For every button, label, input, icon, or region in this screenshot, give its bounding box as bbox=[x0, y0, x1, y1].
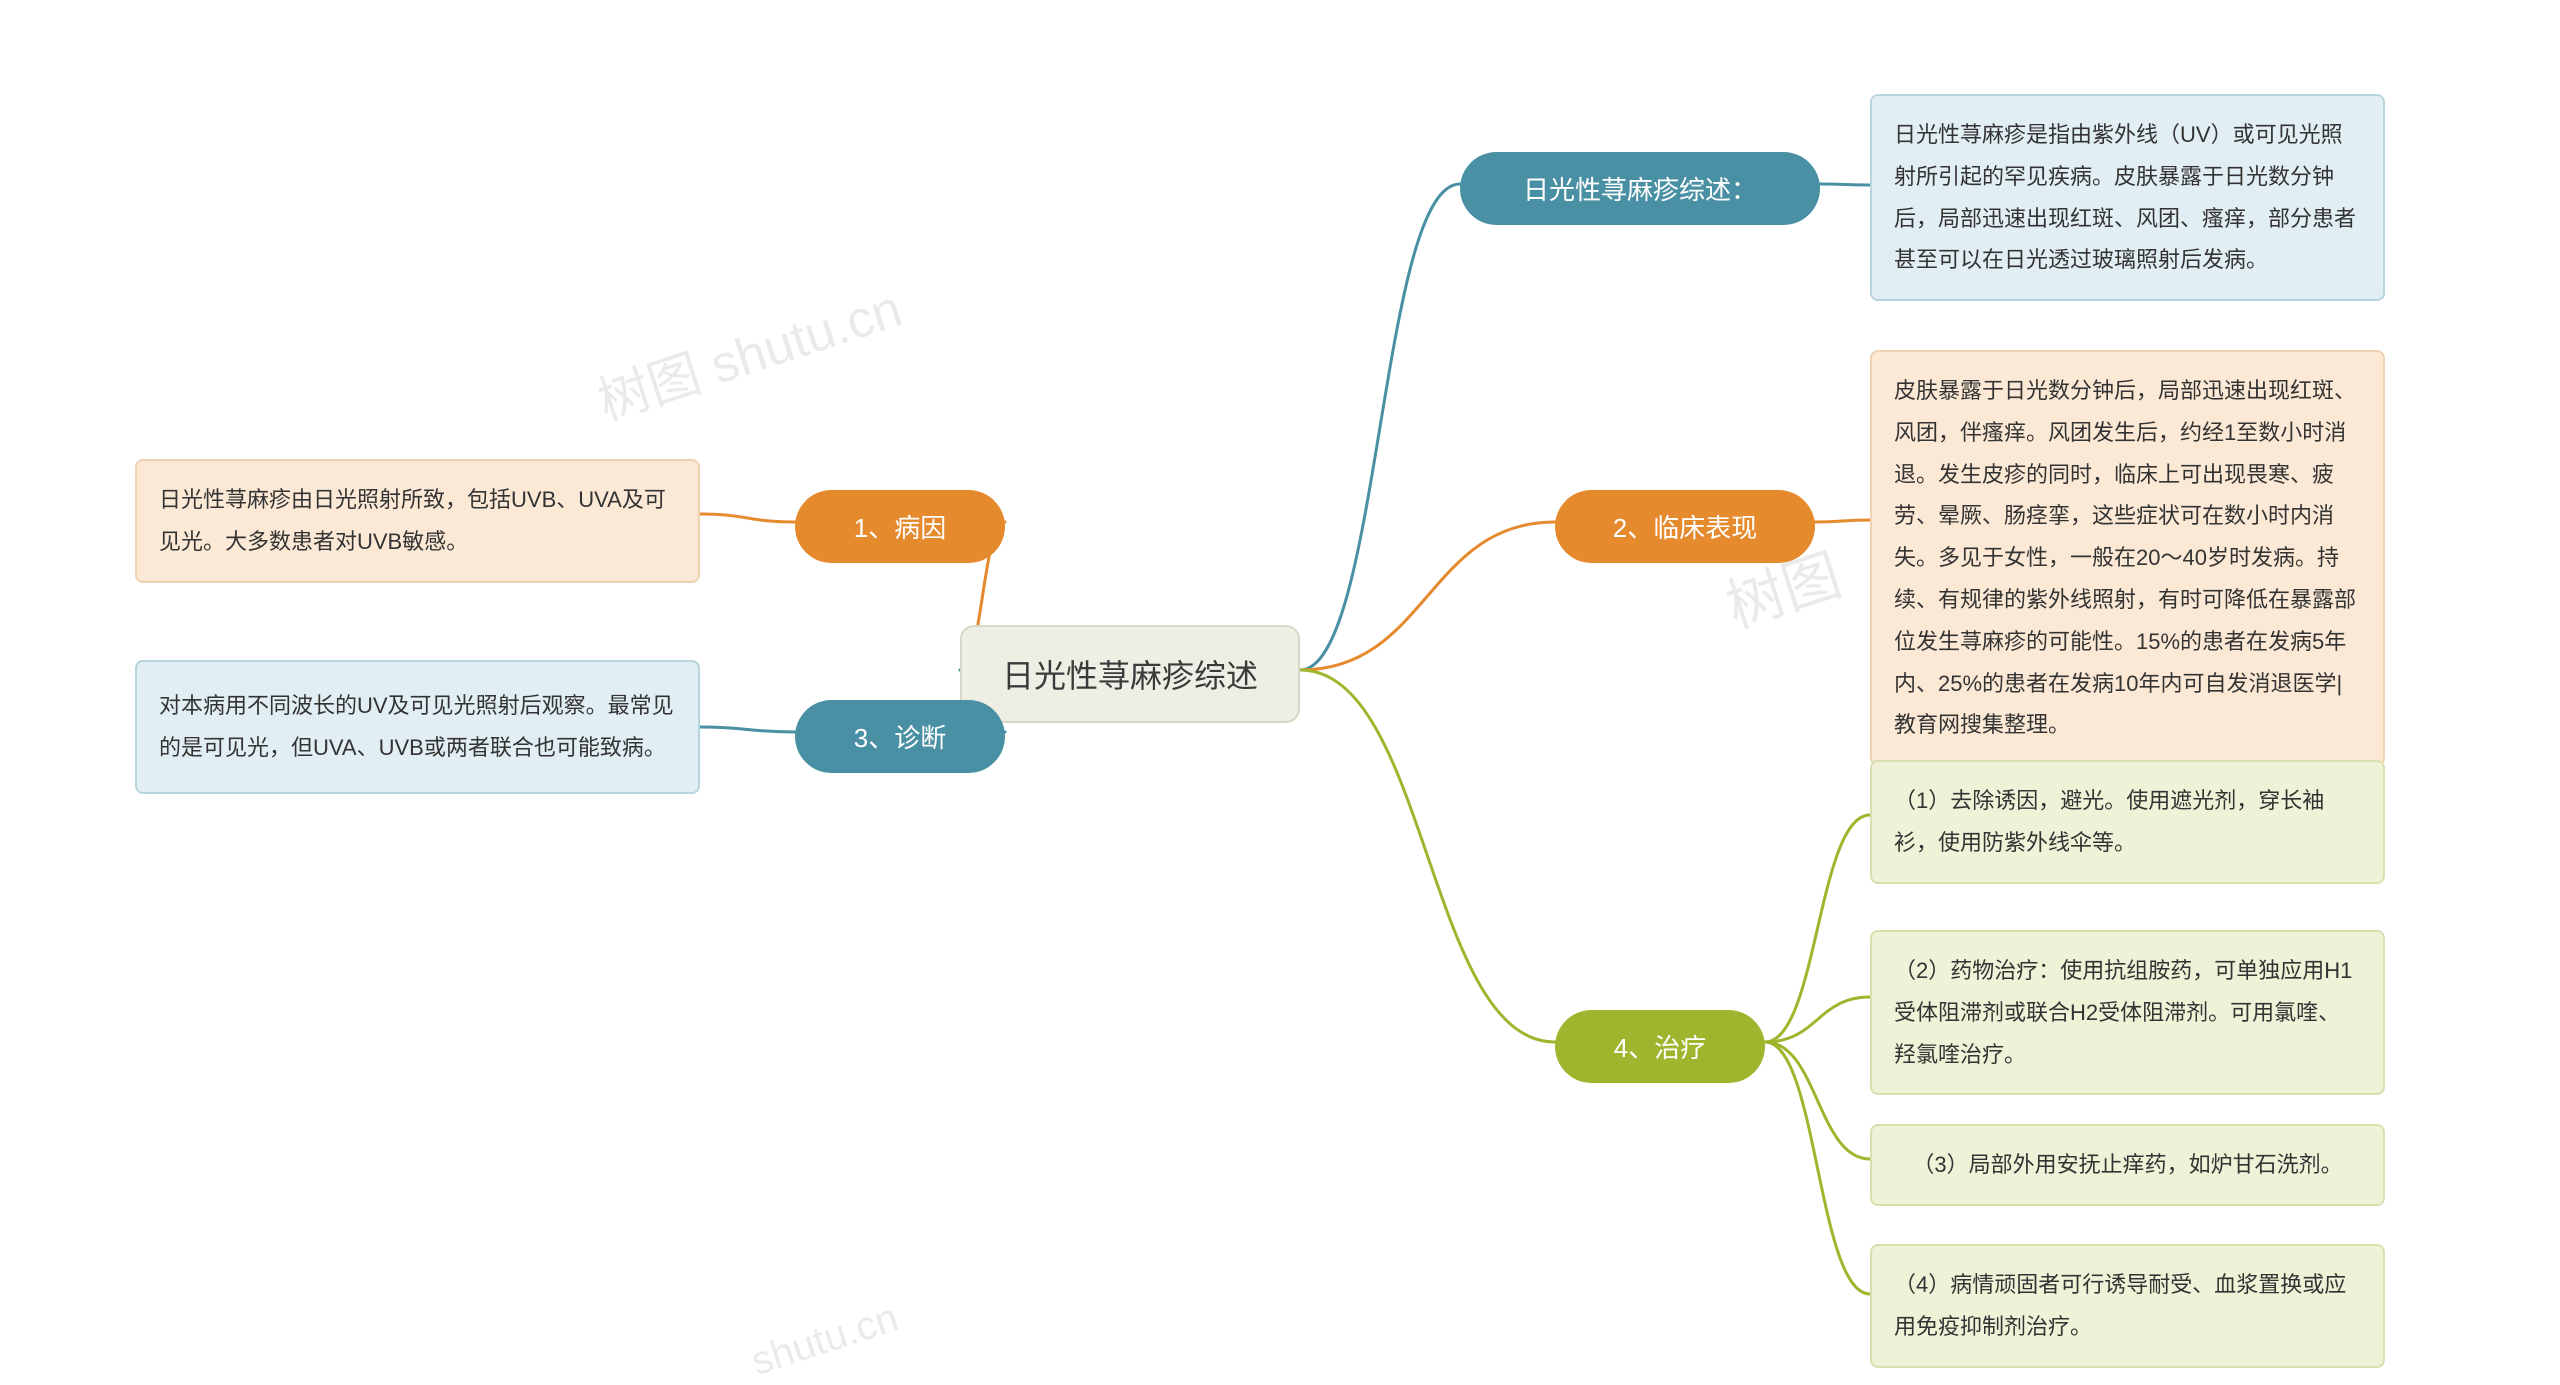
mindmap-canvas: 日光性荨麻疹综述 日光性荨麻疹综述： 日光性荨麻疹是指由紫外线（UV）或可见光照射所… bbox=[0, 0, 2560, 1367]
leaf-b2c0-text: 皮肤暴露于日光数分钟后，局部迅速出现红斑、风团，伴瘙痒。风团发生后，约经1至数小… bbox=[1894, 370, 2361, 746]
leaf-b4c0-text: （1）去除诱因，避光。使用遮光剂，穿长袖衫，使用防紫外线伞等。 bbox=[1894, 780, 2361, 864]
branch-b1: 1、病因 bbox=[795, 490, 1005, 563]
watermark: shutu.cn bbox=[746, 1295, 904, 1385]
leaf-b4c1-text: （2）药物治疗：使用抗组胺药，可单独应用H1受体阻滞剂或联合H2受体阻滞剂。可用… bbox=[1894, 950, 2361, 1075]
leaf-b0c0: 日光性荨麻疹是指由紫外线（UV）或可见光照射所引起的罕见疾病。皮肤暴露于日光数分… bbox=[1870, 94, 2385, 301]
leaf-b1c0: 日光性荨麻疹由日光照射所致，包括UVB、UVA及可见光。大多数患者对UVB敏感。 bbox=[135, 459, 700, 583]
root-node-text: 日光性荨麻疹综述 bbox=[1002, 651, 1258, 697]
branch-b3: 3、诊断 bbox=[795, 700, 1005, 773]
branch-b1-text: 1、病因 bbox=[854, 508, 946, 545]
leaf-b3c0-text: 对本病用不同波长的UV及可见光照射后观察。最常见的是可见光，但UVA、UVB或两… bbox=[159, 685, 676, 769]
root-node: 日光性荨麻疹综述 bbox=[960, 625, 1300, 723]
leaf-b1c0-text: 日光性荨麻疹由日光照射所致，包括UVB、UVA及可见光。大多数患者对UVB敏感。 bbox=[159, 479, 676, 563]
branch-b2: 2、临床表现 bbox=[1555, 490, 1815, 563]
branch-b0: 日光性荨麻疹综述： bbox=[1460, 152, 1820, 225]
leaf-b4c2: （3）局部外用安抚止痒药，如炉甘石洗剂。 bbox=[1870, 1124, 2385, 1206]
leaf-b2c0: 皮肤暴露于日光数分钟后，局部迅速出现红斑、风团，伴瘙痒。风团发生后，约经1至数小… bbox=[1870, 350, 2385, 766]
branch-b3-text: 3、诊断 bbox=[854, 718, 946, 755]
branch-b0-text: 日光性荨麻疹综述： bbox=[1523, 170, 1757, 207]
leaf-b0c0-text: 日光性荨麻疹是指由紫外线（UV）或可见光照射所引起的罕见疾病。皮肤暴露于日光数分… bbox=[1894, 114, 2361, 281]
watermark: 树图 shutu.cn bbox=[587, 266, 910, 435]
leaf-b4c3: （4）病情顽固者可行诱导耐受、血浆置换或应用免疫抑制剂治疗。 bbox=[1870, 1244, 2385, 1368]
leaf-b4c1: （2）药物治疗：使用抗组胺药，可单独应用H1受体阻滞剂或联合H2受体阻滞剂。可用… bbox=[1870, 930, 2385, 1095]
leaf-b4c3-text: （4）病情顽固者可行诱导耐受、血浆置换或应用免疫抑制剂治疗。 bbox=[1894, 1264, 2361, 1348]
leaf-b4c2-text: （3）局部外用安抚止痒药，如炉甘石洗剂。 bbox=[1912, 1144, 2342, 1186]
leaf-b3c0: 对本病用不同波长的UV及可见光照射后观察。最常见的是可见光，但UVA、UVB或两… bbox=[135, 660, 700, 794]
leaf-b4c0: （1）去除诱因，避光。使用遮光剂，穿长袖衫，使用防紫外线伞等。 bbox=[1870, 760, 2385, 884]
branch-b4: 4、治疗 bbox=[1555, 1010, 1765, 1083]
branch-b2-text: 2、临床表现 bbox=[1613, 508, 1757, 545]
branch-b4-text: 4、治疗 bbox=[1614, 1028, 1706, 1065]
